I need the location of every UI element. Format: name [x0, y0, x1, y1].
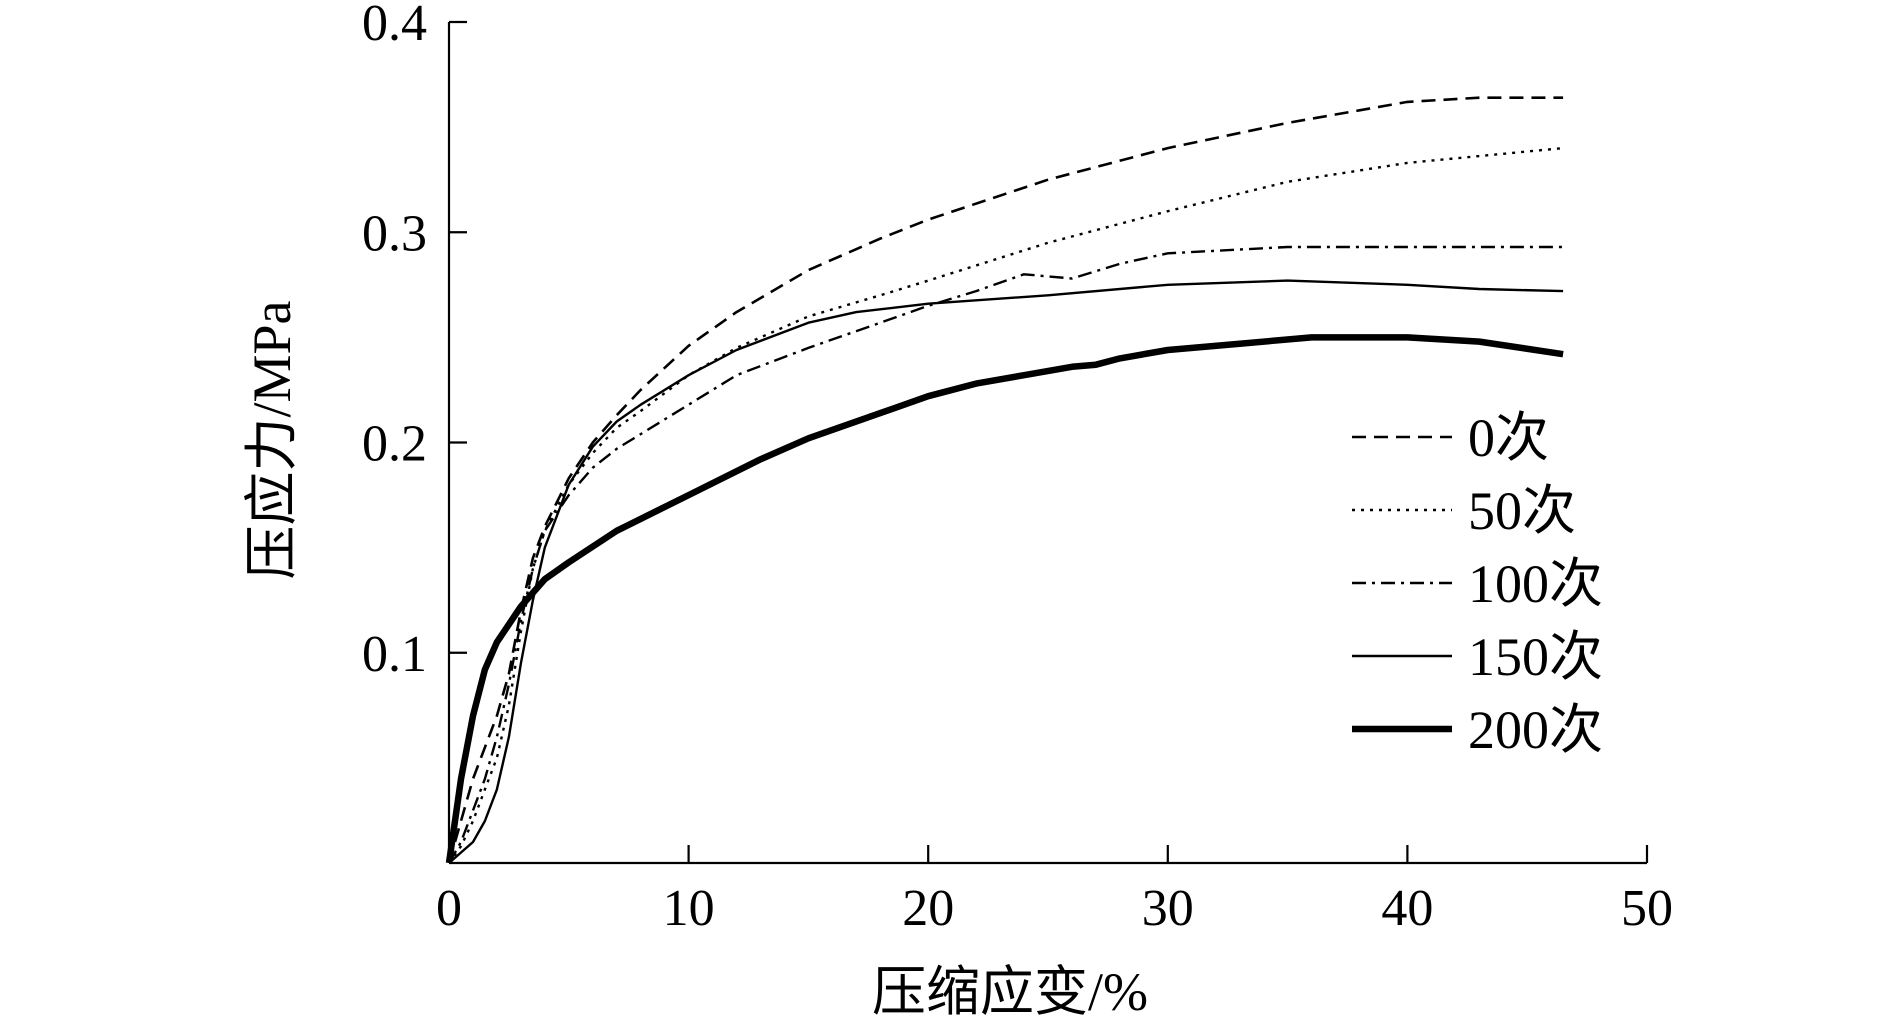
x-ticks: 0 10 20 30 40 50 [436, 845, 1673, 937]
series-line-1 [447, 96, 1564, 864]
x-tick-label-0: 0 [436, 880, 462, 937]
series-line-4 [448, 279, 1564, 864]
x-tick-label-30: 30 [1142, 880, 1194, 937]
y-ticks: 0.1 0.2 0.3 0.4 [362, 0, 467, 683]
legend: 0次 50次 100次 150次 200次 [1352, 408, 1603, 760]
x-axis-title: 压缩应变/% [872, 962, 1148, 1021]
y-tick-label-0.2: 0.2 [362, 416, 427, 473]
y-tick-label-0.3: 0.3 [362, 205, 427, 262]
x-tick-label-50: 50 [1621, 880, 1673, 937]
x-tick-label-20: 20 [902, 880, 954, 937]
legend-label-5: 200次 [1468, 700, 1603, 760]
legend-label-4: 150次 [1468, 627, 1603, 687]
legend-label-1: 0次 [1468, 408, 1549, 468]
x-tick-label-10: 10 [663, 880, 715, 937]
legend-label-3: 100次 [1468, 554, 1603, 614]
y-axis-title: 压应力/MPa [242, 300, 302, 579]
series-line-2 [448, 146, 1564, 864]
y-tick-label-0.4: 0.4 [362, 0, 427, 52]
series-line-5 [445, 334, 1564, 864]
x-tick-label-40: 40 [1381, 880, 1433, 937]
legend-label-2: 50次 [1468, 481, 1576, 541]
series-line-3 [447, 245, 1564, 864]
series-group [445, 96, 1564, 864]
y-tick-label-0.1: 0.1 [362, 626, 427, 683]
